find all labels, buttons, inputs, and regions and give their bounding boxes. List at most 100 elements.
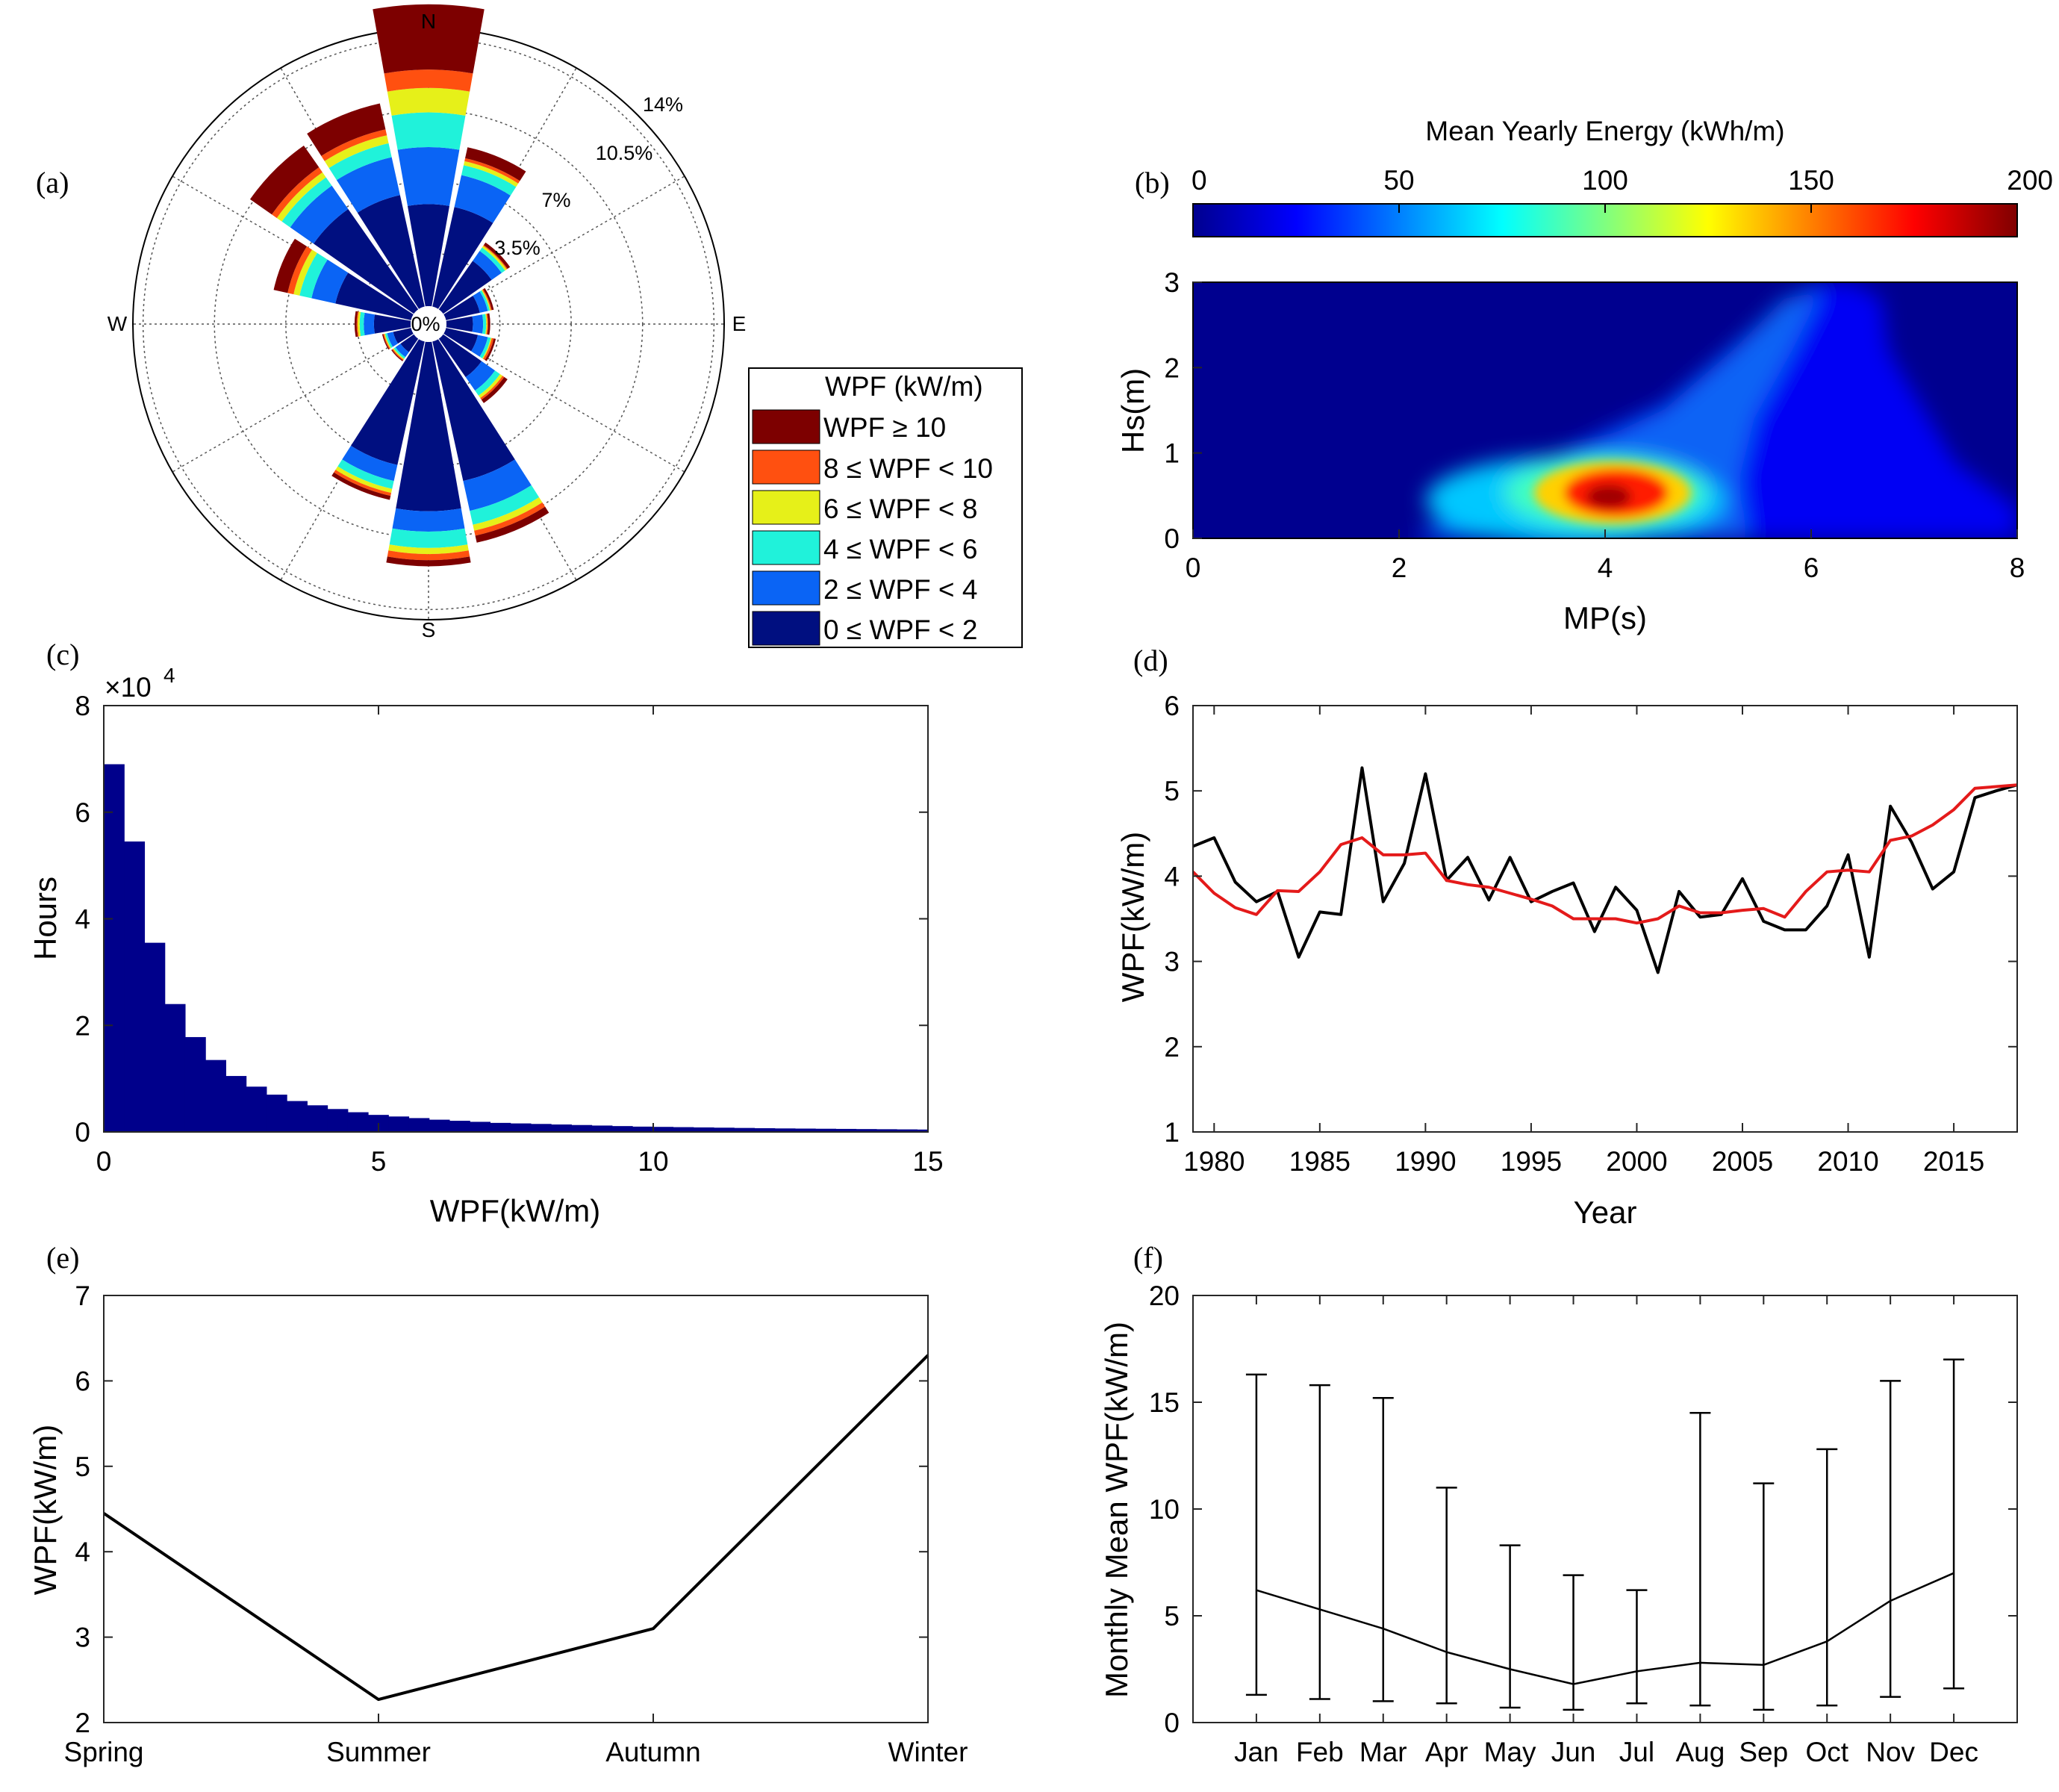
legend-swatch-6-8 [752,490,820,525]
rose-sector-segment [471,335,488,357]
rose-sector-segment [432,207,493,309]
legend-swatch-8-10 [752,449,820,485]
histogram-xtick-label: 15 [912,1146,943,1177]
rose-sector-segment [461,165,517,196]
rose-sector-segment [473,291,488,313]
legend-label-ge10: WPF ≥ 10 [823,412,946,443]
annual-xtick-label: 1990 [1395,1146,1456,1177]
histogram-bar [408,1118,430,1132]
rose-sector-segment [384,69,473,92]
histogram-ytick-label: 6 [75,797,90,828]
legend-label-0-2: 0 ≤ WPF < 2 [823,615,977,645]
rose-sector-segment [454,175,511,223]
histogram-bar [429,1119,450,1132]
histogram-bar [449,1121,470,1132]
rose-sector-segment [314,209,419,314]
histogram-bar [510,1123,532,1132]
colorbar-title: Mean Yearly Energy (kWh/m) [1425,116,1784,146]
seasonal-ytick-label: 2 [75,1708,90,1738]
annual-xtick-label: 1985 [1289,1146,1351,1177]
rose-sector-segment [373,314,411,334]
histogram-bar [327,1109,349,1132]
rose-sector-segment [438,334,482,378]
monthly-ytick-label: 5 [1164,1601,1180,1631]
monthly-xtick-label: Sep [1739,1737,1788,1767]
rose-sector-segment [393,328,414,344]
histogram-bar [388,1116,410,1132]
annual-xlabel: Year [1574,1195,1637,1230]
histogram-axes-frame [103,705,929,1133]
seasonal-xtick-label: Spring [64,1737,144,1767]
rose-sector-segment [464,158,520,184]
rose-sector-segment [276,172,326,222]
rose-sector-segment [475,506,549,543]
rose-sector-segment [482,289,492,311]
monthly-ytick-label: 15 [1149,1387,1180,1418]
rose-sector-segment [393,346,406,359]
rose-sector-segment [443,328,479,352]
rose-sector-segment [391,112,466,150]
histogram-bar [734,1127,756,1132]
histogram-bar [104,764,125,1132]
histogram-xtick-label: 0 [96,1146,112,1177]
seasonal-xtick-label: Winter [888,1737,968,1767]
rose-sector-segment [387,550,470,561]
legend-swatch-0-2 [752,611,820,646]
legend-swatch-2-4 [752,570,820,606]
histogram-bar [815,1128,836,1132]
annual-ytick-label: 5 [1164,776,1180,806]
heatmap-axes: 0 2 4 6 8 0 1 2 3 [1164,267,2025,583]
rose-sector-segment [446,316,473,332]
rose-spoke [172,323,429,473]
rose-sector-segment [328,143,392,181]
histogram-bar [205,1060,226,1132]
rose-label-east: E [732,312,747,335]
rose-sector-segment [324,135,389,169]
legend-swatch-ge10 [752,409,820,444]
histogram-bar [470,1121,491,1132]
legend-swatch-4-6 [752,530,820,565]
histogram-bar [571,1124,593,1132]
seasonal-ytick-label: 6 [75,1366,90,1396]
legend-title: WPF (kW/m) [825,371,983,402]
rose-sector-segment [393,348,405,360]
colorbar-tick-label: 150 [1788,165,1834,196]
rose-sector-segment [465,147,526,181]
rose-sector-segment [293,249,317,296]
seasonal-ytick-label: 5 [75,1452,90,1482]
monthly-xtick-label: May [1484,1737,1536,1767]
seasonal-ylabel: WPF(kW/m) [28,1425,63,1596]
monthly-ytick-label: 0 [1164,1708,1180,1738]
heat-region-ridge [1418,291,1822,538]
heatmap-ylabel: Hs(m) [1115,368,1150,453]
panel-label-e: (e) [46,1241,79,1275]
rose-sector-segment [443,296,480,320]
rose-sector-segment [386,556,471,567]
rose-label-south: S [422,618,436,641]
rose-label-west: W [108,312,128,335]
rose-sector-segment [483,245,508,270]
rose-sector-segment [472,314,484,334]
rose-sector-segment [272,167,323,218]
rose-sector-segment [395,343,409,358]
histogram-bar [551,1124,572,1132]
rose-sector-segment [485,338,496,361]
rose-sector-segment [387,87,470,116]
annual-wpf-trend-line [1192,783,2018,925]
rose-sector-segment [334,470,392,497]
histogram-bar [287,1101,308,1132]
heatmap-field [1193,282,2017,538]
rose-sector-segment [465,361,496,391]
histogram-bar [897,1129,918,1132]
monthly-xtick-label: Mar [1359,1737,1407,1767]
rose-sector-segment [432,339,515,482]
rose-sector-segment [463,161,519,187]
annual-xtick-label: 1995 [1501,1146,1562,1177]
monthly-wpf-chart: Jan Feb Mar Apr May Jun Jul Aug Sep Oct Nov Dec 0 5 10… [1149,1281,2018,1767]
annual-axes-frame [1192,705,2018,1133]
annual-xtick-label: 2010 [1817,1146,1878,1177]
histogram-bar [347,1112,369,1132]
histogram-chart: 0 5 10 15 0 2 4 6 8 [75,691,943,1177]
rose-sector-segment [373,4,485,74]
